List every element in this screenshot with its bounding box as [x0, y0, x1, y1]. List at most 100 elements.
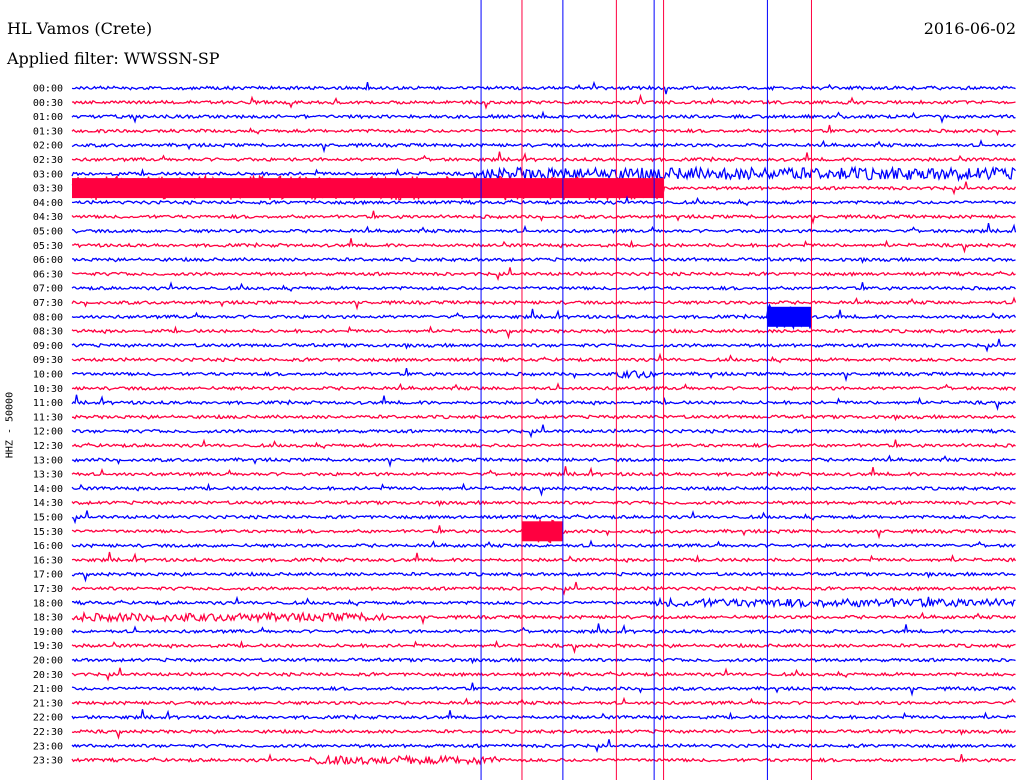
trace-2300 — [71, 739, 1016, 754]
row-label: 11:00 — [33, 398, 63, 409]
row-labels: 00:00 00:30 01:00 01:30 02:00 02:30 03:00 03:30… — [33, 84, 63, 767]
trace-0000 — [71, 80, 1016, 95]
row-label: 12:00 — [33, 427, 63, 438]
trace-0030 — [71, 93, 1016, 110]
trace-0400 — [71, 195, 1017, 207]
trace-1700 — [71, 571, 1016, 583]
trace-2030 — [71, 667, 1016, 682]
row-label: 09:00 — [33, 341, 63, 352]
trace-2100 — [71, 682, 1016, 697]
trace-1800 — [72, 595, 1016, 609]
row-label: 20:00 — [33, 656, 63, 667]
saturated-event-0800 — [767, 306, 812, 327]
trace-0130 — [71, 124, 1016, 137]
row-label: 07:00 — [33, 284, 63, 295]
row-label: 18:00 — [33, 598, 63, 609]
trace-0300 — [71, 165, 1016, 183]
trace-1200 — [71, 424, 1016, 439]
row-label: 05:30 — [33, 241, 63, 252]
trace-2130 — [71, 696, 1016, 706]
trace-1730 — [71, 581, 1017, 596]
date-label: 2016-06-02 — [923, 19, 1016, 38]
trace-0830 — [71, 325, 1016, 340]
row-label: 06:00 — [33, 255, 63, 266]
row-label: 04:30 — [33, 212, 63, 223]
row-label: 03:30 — [33, 184, 63, 195]
saturated-event-0330 — [72, 178, 664, 199]
row-label: 01:00 — [33, 112, 63, 123]
row-label: 06:30 — [33, 269, 63, 280]
trace-2230 — [71, 728, 1016, 740]
row-label: 00:30 — [33, 98, 63, 109]
row-label: 18:30 — [33, 613, 63, 624]
row-label: 09:30 — [33, 355, 63, 366]
trace-0500 — [71, 222, 1017, 234]
trace-1130 — [71, 413, 1016, 422]
trace-1900 — [71, 623, 1016, 635]
trace-1330 — [71, 466, 1016, 478]
trace-1230 — [72, 438, 1016, 450]
trace-0800 — [71, 303, 1017, 331]
row-label: 05:00 — [33, 227, 63, 238]
row-label: 15:30 — [33, 527, 63, 538]
row-label: 17:30 — [33, 584, 63, 595]
row-label: 12:30 — [33, 441, 63, 452]
trace-1930 — [71, 639, 1016, 655]
trace-1600 — [71, 539, 1016, 549]
row-label: 11:30 — [33, 412, 63, 423]
vertical-markers — [480, 0, 812, 780]
row-label: 08:00 — [33, 312, 63, 323]
trace-1300 — [71, 454, 1016, 468]
trace-1500 — [71, 509, 1016, 525]
row-label: 23:30 — [33, 756, 63, 767]
row-label: 14:00 — [33, 484, 63, 495]
trace-0600 — [71, 256, 1016, 265]
trace-2330 — [71, 753, 1016, 766]
row-label: 02:00 — [33, 141, 63, 152]
row-label: 00:00 — [33, 84, 63, 95]
station-title: HL Vamos (Crete) — [7, 19, 153, 38]
row-label: 04:00 — [33, 198, 63, 209]
filter-label: Applied filter: WWSSN-SP — [7, 49, 220, 68]
row-label: 10:00 — [33, 370, 63, 381]
trace-1100 — [71, 394, 1016, 411]
row-label: 13:00 — [33, 455, 63, 466]
row-label: 19:30 — [33, 641, 63, 652]
trace-0700 — [71, 281, 1016, 292]
trace-2000 — [71, 657, 1016, 665]
row-label: 21:30 — [33, 698, 63, 709]
row-label: 22:00 — [33, 713, 63, 724]
row-label: 13:30 — [33, 470, 63, 481]
trace-1400 — [71, 482, 1016, 497]
row-label: 23:00 — [33, 741, 63, 752]
row-label: 07:30 — [33, 298, 63, 309]
row-label: 15:00 — [33, 513, 63, 524]
trace-2200 — [71, 709, 1016, 721]
trace-1630 — [71, 551, 1017, 564]
row-label: 20:30 — [33, 670, 63, 681]
trace-0630 — [71, 267, 1016, 282]
row-label: 17:00 — [33, 570, 63, 581]
row-label: 08:30 — [33, 327, 63, 338]
trace-1030 — [71, 382, 1017, 392]
row-label: 22:30 — [33, 727, 63, 738]
trace-0930 — [71, 352, 1016, 364]
saturated-event-1530 — [521, 521, 563, 542]
row-label: 10:30 — [33, 384, 63, 395]
trace-0730 — [71, 296, 1017, 311]
row-label: 14:30 — [33, 498, 63, 509]
trace-1830 — [71, 610, 1017, 626]
traces — [71, 80, 1017, 766]
trace-0530 — [71, 238, 1017, 254]
trace-1430 — [71, 499, 1016, 508]
trace-0900 — [71, 338, 1017, 353]
trace-0200 — [71, 139, 1016, 154]
trace-0430 — [71, 210, 1016, 225]
row-label: 16:30 — [33, 555, 63, 566]
row-label: 02:30 — [33, 155, 63, 166]
trace-0100 — [71, 110, 1016, 124]
trace-0230 — [71, 151, 1017, 163]
trace-1000 — [71, 367, 1016, 383]
row-label: 01:30 — [33, 126, 63, 137]
